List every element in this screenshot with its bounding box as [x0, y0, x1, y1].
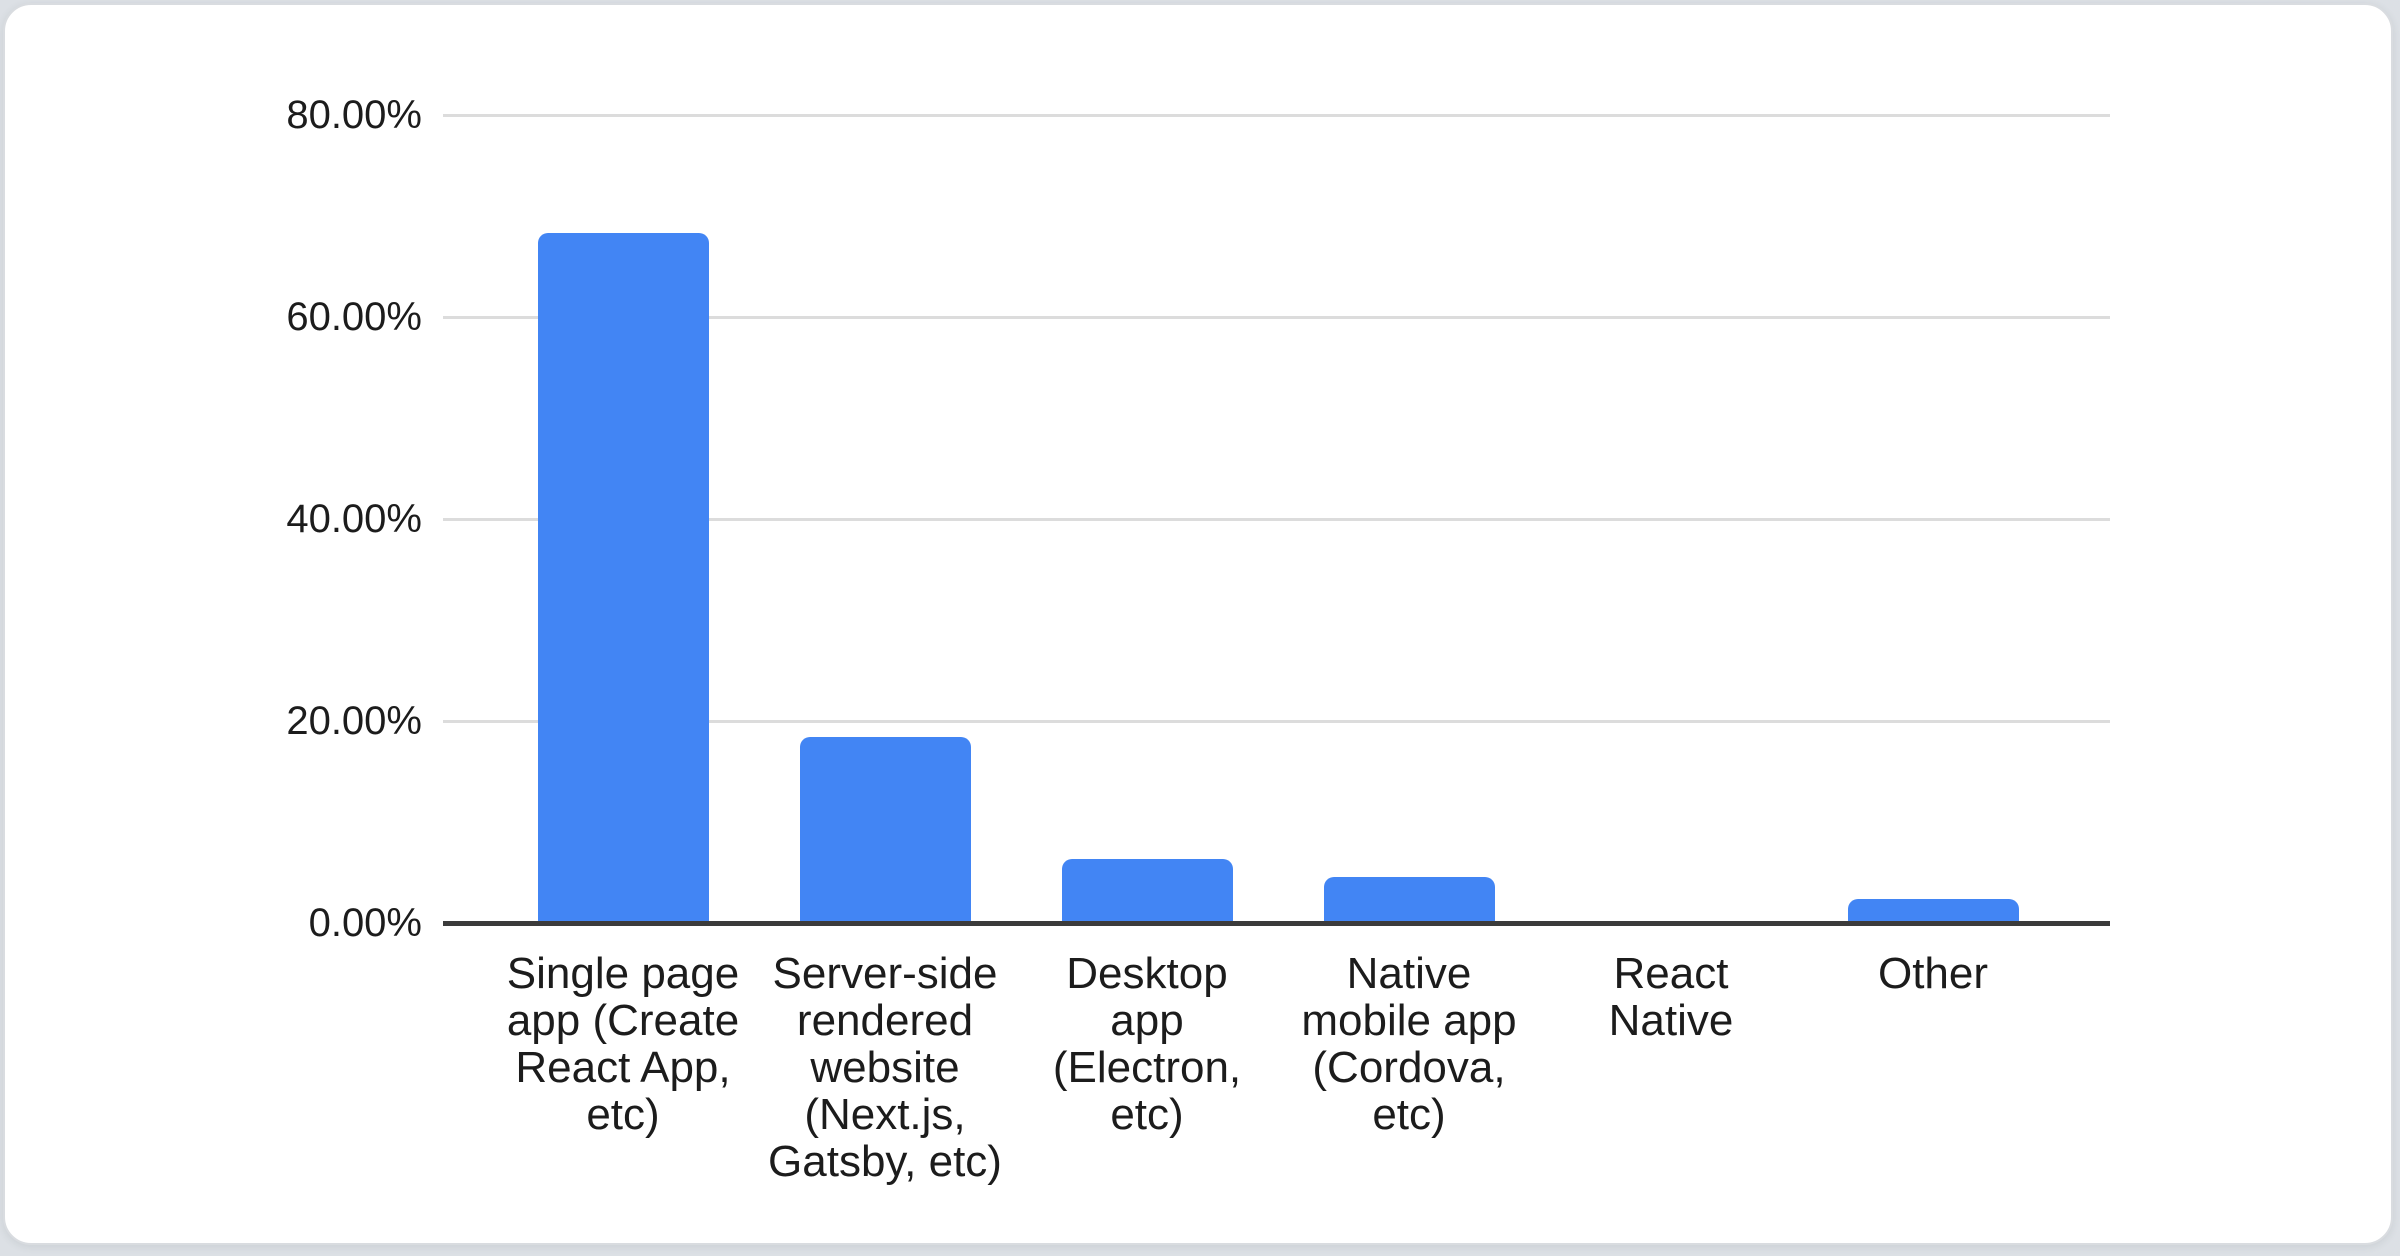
bar-desktop-app-electron: [1061, 859, 1233, 923]
bar-native-mobile-app: [1323, 876, 1495, 923]
x-axis-label-desktop-app-electron: Desktop app (Electron, etc): [1052, 949, 1242, 1139]
bar-single-page-app: [537, 233, 709, 923]
bar-server-side-rendered: [799, 737, 971, 923]
x-axis-label-native-mobile-app: Native mobile app (Cordova, etc): [1301, 949, 1517, 1139]
gridline-60: [443, 316, 2110, 319]
bar-other: [1847, 898, 2019, 923]
y-axis-tick-label-80: 80.00%: [286, 93, 422, 137]
x-axis-label-other: Other: [1877, 949, 1989, 998]
gridline-80: [443, 114, 2110, 117]
x-axis-label-single-page-app: Single page app (Create React App, etc): [506, 949, 740, 1139]
y-axis-tick-label-40: 40.00%: [286, 497, 422, 541]
y-axis-tick-label-60: 60.00%: [286, 295, 422, 339]
gridline-40: [443, 518, 2110, 521]
chart-card: [3, 3, 2393, 1245]
y-axis-tick-label-0: 0.00%: [308, 901, 422, 945]
x-axis-line: [443, 921, 2110, 926]
y-axis-tick-label-20: 20.00%: [286, 699, 422, 743]
gridline-20: [443, 720, 2110, 723]
x-axis-label-server-side-rendered: Server-side rendered website (Next.js, G…: [768, 949, 1002, 1186]
x-axis-label-react-native: React Native: [1608, 949, 1734, 1045]
